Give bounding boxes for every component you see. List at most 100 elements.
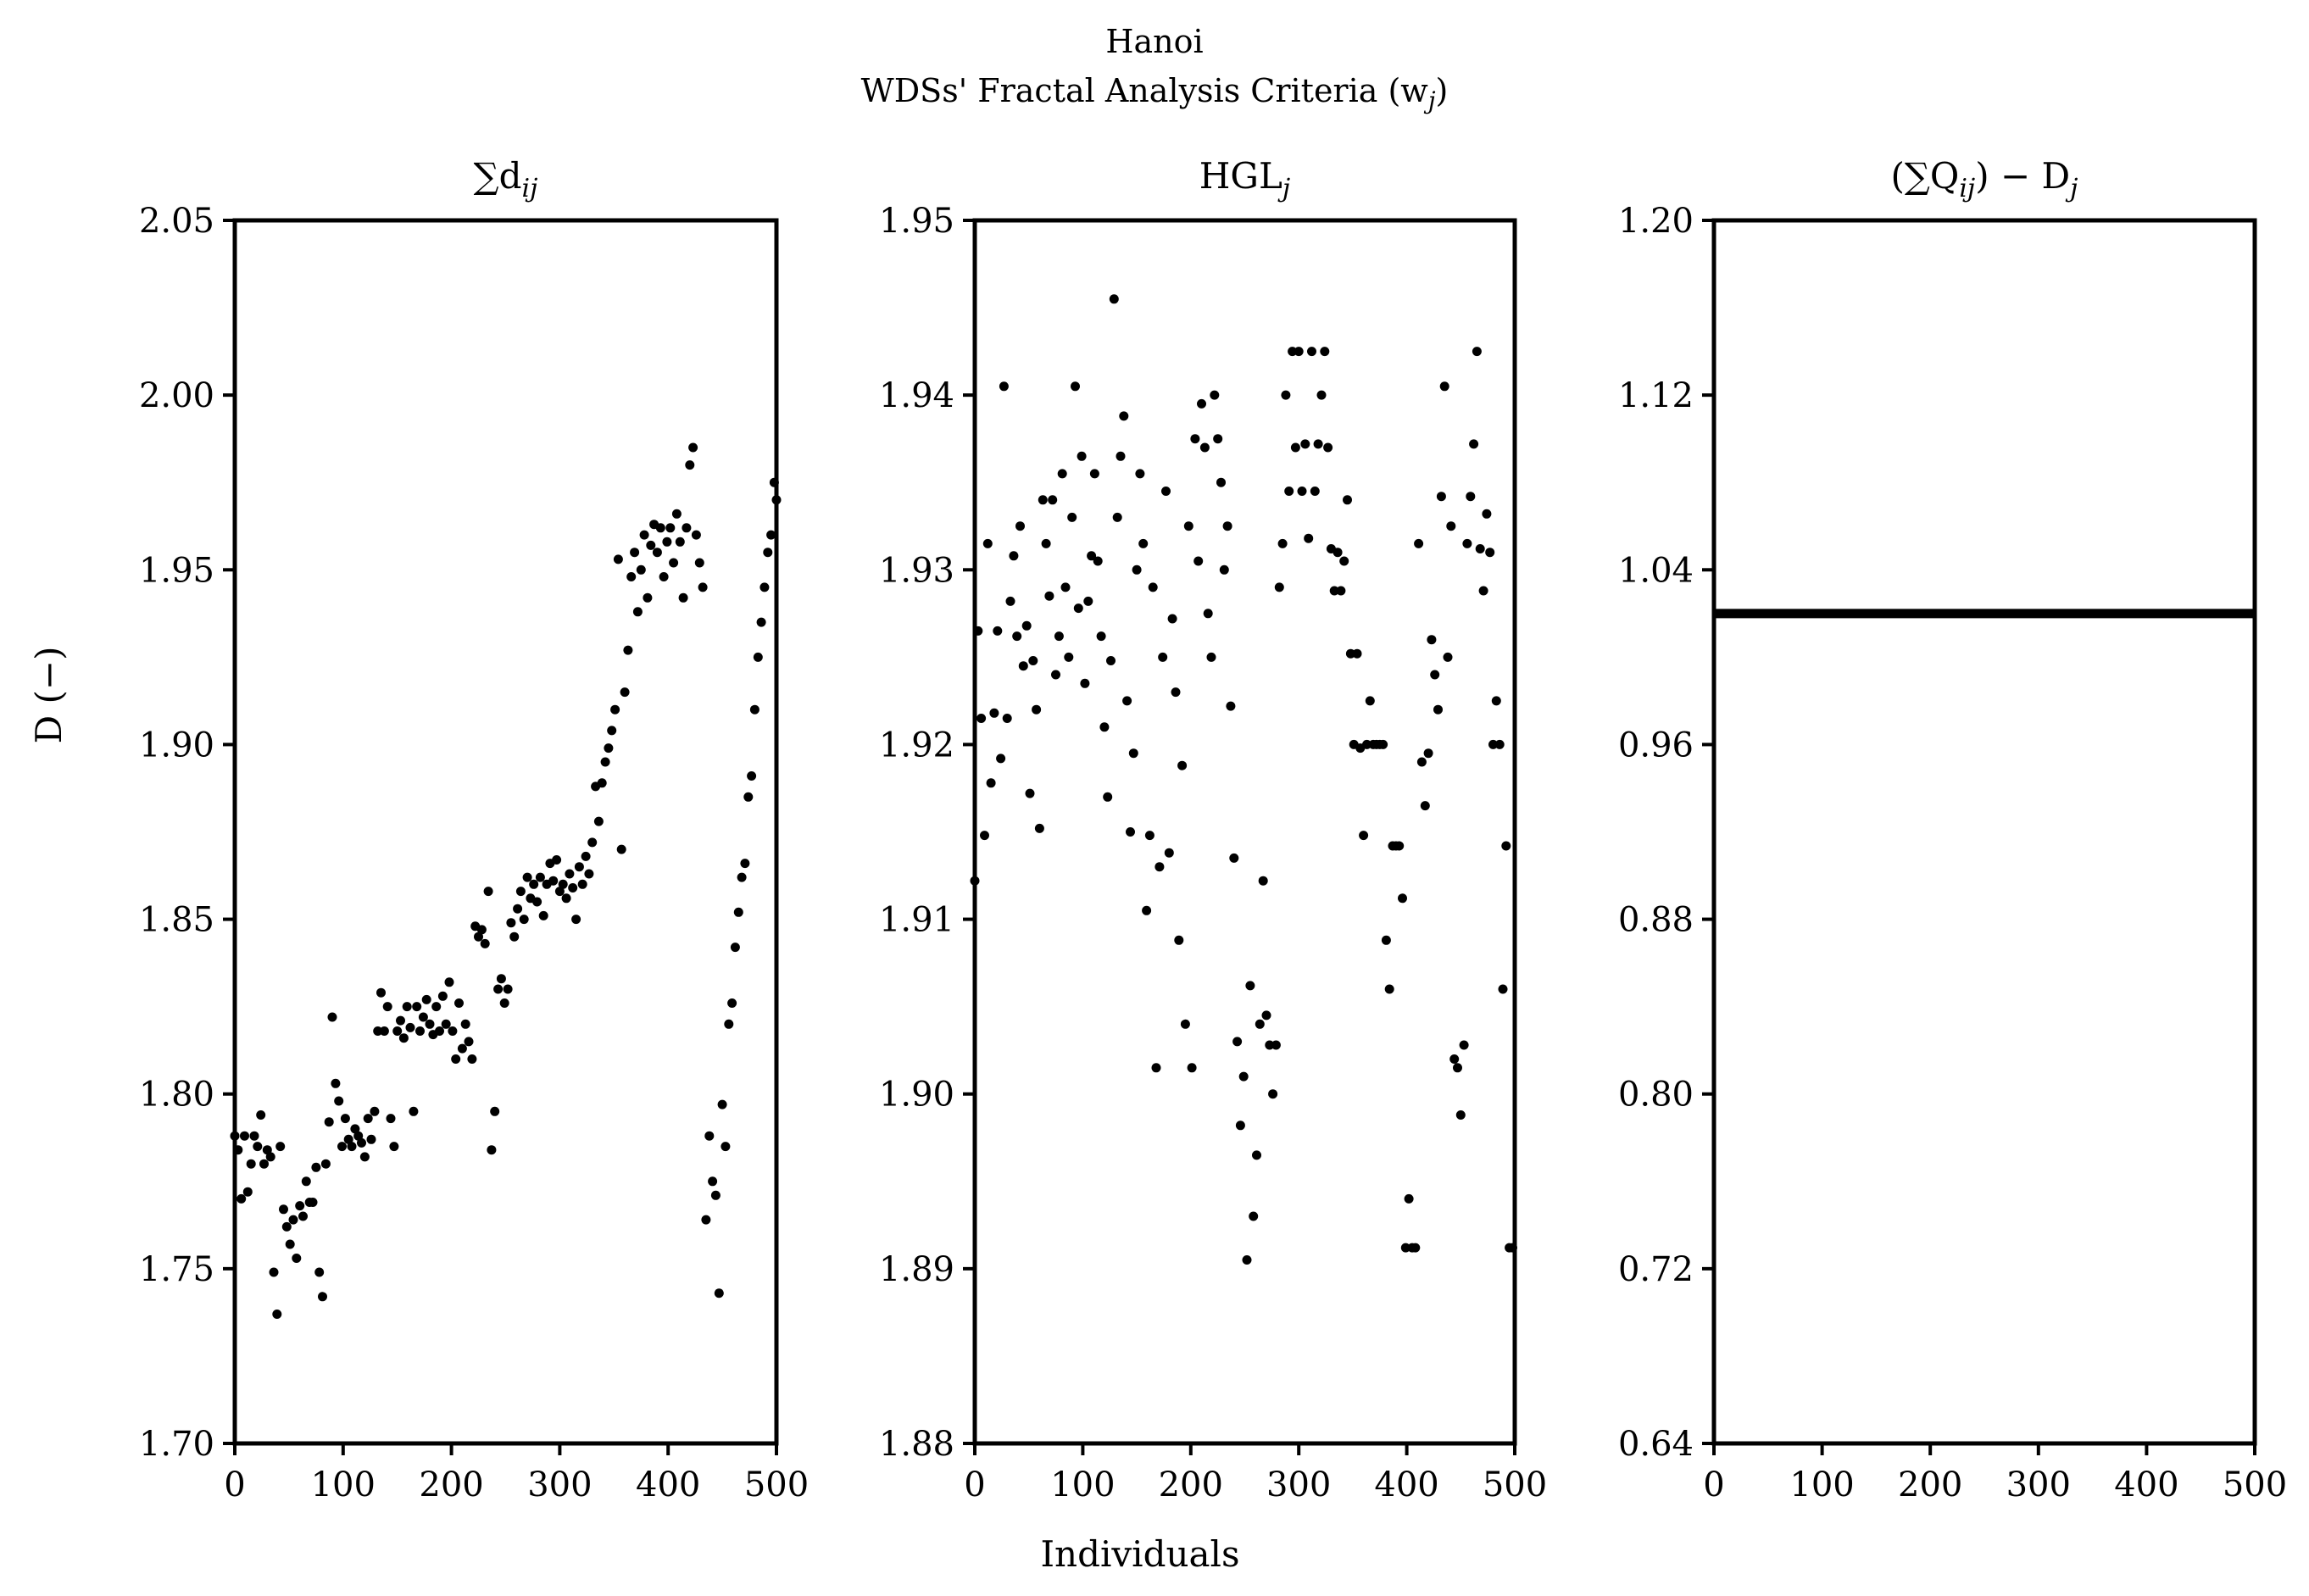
scatter-point — [1345, 648, 1355, 659]
scatter-point — [665, 523, 676, 533]
scatter-point — [1229, 853, 1239, 863]
scatter-point — [366, 1134, 376, 1144]
scatter-point — [331, 1078, 341, 1088]
scatter-point — [392, 1026, 403, 1036]
y-tick-label: 1.88 — [879, 1425, 954, 1464]
scatter-point — [1420, 801, 1430, 811]
scatter-point — [1067, 512, 1077, 522]
scatter-point — [710, 1190, 721, 1200]
scatter-point — [1128, 748, 1138, 759]
scatter-point — [499, 998, 509, 1008]
scatter-point — [756, 617, 766, 627]
y-tick-label: 1.94 — [879, 376, 954, 415]
scatter-point — [1300, 439, 1310, 449]
scatter-point — [402, 1002, 412, 1012]
x-tick-label: 400 — [636, 1465, 700, 1504]
scatter-point — [1310, 487, 1320, 496]
scatter-point — [623, 645, 633, 655]
y-axis-label: D (−) — [28, 647, 70, 744]
scatter-point — [600, 757, 610, 767]
scatter-point — [740, 859, 750, 869]
scatter-point — [1161, 487, 1171, 496]
scatter-point — [724, 1019, 734, 1029]
scatter-point — [418, 1012, 428, 1022]
scatter-point — [1352, 648, 1362, 659]
scatter-point — [1093, 556, 1103, 566]
scatter-point — [694, 558, 704, 568]
scatter-point — [389, 1142, 399, 1152]
panel-title-subscript: ij — [521, 174, 537, 203]
x-tick-label: 400 — [1374, 1465, 1438, 1504]
scatter-point — [1268, 1089, 1278, 1099]
scatter-point — [1183, 521, 1193, 531]
scatter-point — [314, 1267, 325, 1277]
scatter-point — [1199, 442, 1210, 453]
plot-frame — [972, 218, 1517, 1446]
scatter-point — [1261, 1010, 1271, 1020]
scatter-point — [1216, 477, 1226, 487]
panel-title-main: HGL — [1199, 155, 1282, 197]
plot-frame — [232, 218, 779, 1446]
scatter-point — [1469, 439, 1479, 449]
scatter-point — [1258, 876, 1268, 886]
scatter-point — [242, 1187, 253, 1197]
scatter-point — [721, 1142, 731, 1152]
scatter-point — [503, 984, 513, 994]
scatter-point — [337, 1142, 347, 1152]
scatter-point — [435, 1026, 444, 1036]
scatter-point — [701, 1215, 711, 1225]
scatter-point — [1459, 1040, 1469, 1050]
scatter-point — [1400, 1243, 1410, 1253]
scatter-point — [1410, 1243, 1421, 1253]
scatter-point — [717, 1099, 727, 1109]
x-tick-label: 100 — [311, 1465, 376, 1504]
scatter-point — [1274, 582, 1284, 592]
x-tick-label: 0 — [1703, 1465, 1724, 1504]
scatter-point — [1416, 757, 1427, 767]
scatter-point — [636, 564, 646, 575]
scatter-point — [1164, 848, 1174, 858]
scatter-point — [320, 1159, 331, 1169]
scatter-point — [1245, 981, 1255, 991]
scatter-point — [272, 1310, 282, 1319]
scatter-point — [279, 1204, 288, 1215]
scatter-point — [398, 1033, 409, 1043]
scatter-point — [1333, 548, 1343, 558]
scatter-point — [1021, 620, 1032, 631]
y-tick-label: 1.92 — [879, 726, 954, 765]
scatter-point — [357, 1137, 366, 1148]
scatter-point — [682, 523, 692, 533]
x-tick-label: 500 — [1483, 1465, 1547, 1504]
scatter-point — [1482, 509, 1492, 519]
scatter-point — [1297, 487, 1307, 496]
scatter-point — [1501, 841, 1511, 851]
scatter-point — [262, 1145, 272, 1155]
scatter-point — [626, 572, 637, 581]
scatter-point — [610, 704, 620, 715]
scatter-point — [1284, 487, 1294, 496]
scatter-point — [1171, 687, 1181, 698]
scatter-point — [1271, 1040, 1281, 1050]
scatter-point — [1005, 596, 1015, 606]
scatter-point — [1064, 652, 1074, 662]
scatter-point — [766, 530, 776, 540]
scatter-point — [1197, 398, 1206, 409]
scatter-point — [1109, 294, 1119, 304]
y-tick-label: 0.72 — [1618, 1250, 1694, 1289]
scatter-point — [1044, 591, 1054, 601]
scatter-point — [249, 1131, 259, 1141]
scatter-point — [327, 1012, 337, 1022]
y-tick-label: 0.80 — [1618, 1076, 1694, 1115]
scatter-point — [1494, 739, 1505, 749]
scatter-point — [1290, 442, 1300, 453]
scatter-point — [561, 893, 571, 904]
scatter-point — [763, 548, 773, 558]
scatter-point — [999, 381, 1009, 392]
scatter-point — [281, 1221, 292, 1232]
x-tick-label: 300 — [2006, 1465, 2071, 1504]
scatter-point — [1054, 631, 1064, 642]
x-tick-label: 200 — [1159, 1465, 1223, 1504]
scatter-point — [1060, 582, 1071, 592]
y-tick-label: 1.91 — [879, 901, 954, 940]
scatter-point — [659, 572, 669, 581]
